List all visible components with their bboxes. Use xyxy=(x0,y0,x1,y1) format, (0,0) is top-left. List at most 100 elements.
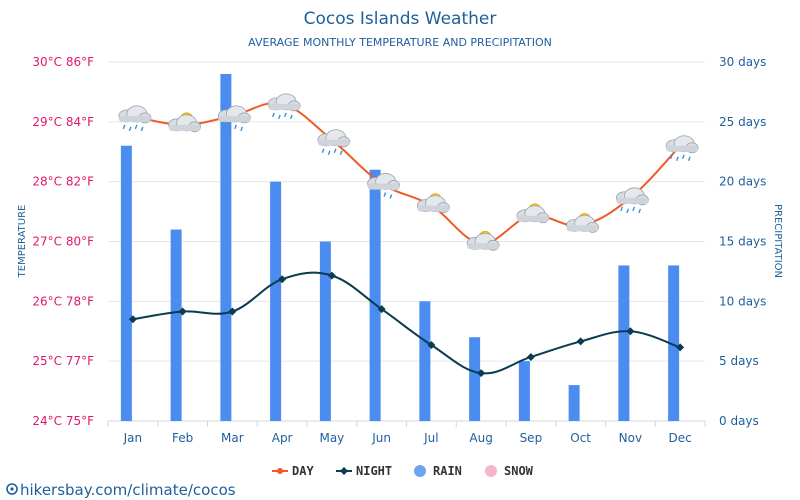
x-tick-label: Mar xyxy=(221,431,244,445)
night-line xyxy=(132,271,681,375)
left-tick-label: 27°C 80°F xyxy=(32,235,94,249)
legend-item-snow[interactable]: SNOW xyxy=(485,464,534,478)
raindrop xyxy=(333,148,337,154)
cloud-base xyxy=(467,243,500,250)
raindrop xyxy=(140,126,144,132)
sun-cloud-icon xyxy=(566,212,600,233)
night-point xyxy=(228,307,237,316)
left-tick-label: 28°C 82°F xyxy=(32,175,94,189)
rain-bar xyxy=(419,301,431,421)
left-tick-label: 26°C 78°F xyxy=(32,294,94,308)
rain-bar xyxy=(319,241,331,421)
raindrop xyxy=(321,148,325,154)
raindrop xyxy=(632,206,636,212)
location-pin-icon xyxy=(6,483,18,495)
x-tick-label: Feb xyxy=(172,431,193,445)
rain-bar xyxy=(568,385,580,421)
legend-swatch-rain xyxy=(414,465,426,477)
x-tick-label: Dec xyxy=(669,431,692,445)
legend-item-night[interactable]: NIGHT xyxy=(336,464,392,478)
rain-bar xyxy=(518,361,530,421)
legend-item-rain[interactable]: RAIN xyxy=(414,464,462,478)
rain-cloud-icon xyxy=(665,135,699,162)
left-tick-label: 29°C 84°F xyxy=(32,115,94,129)
right-axis-title: PRECIPITATION xyxy=(772,204,783,278)
rain-cloud-icon xyxy=(217,105,251,132)
cloud-base xyxy=(417,205,450,212)
chart-title: Cocos Islands Weather xyxy=(304,9,497,29)
night-point xyxy=(626,327,635,336)
left-tick-label: 24°C 75°F xyxy=(32,414,94,428)
chart-subtitle: AVERAGE MONTHLY TEMPERATURE AND PRECIPIT… xyxy=(248,36,552,49)
rain-bar xyxy=(220,73,232,421)
night-point xyxy=(327,271,336,280)
legend[interactable]: DAY NIGHT RAIN SNOW xyxy=(272,464,534,478)
night-point xyxy=(128,315,137,324)
right-tick-label: 5 days xyxy=(719,354,759,368)
raindrop xyxy=(289,114,293,120)
raindrop xyxy=(277,114,281,120)
raindrop xyxy=(681,154,685,160)
x-tick-label: Aug xyxy=(469,431,492,445)
x-tick-label: Nov xyxy=(619,431,642,445)
sun-cloud-icon xyxy=(516,203,550,224)
raindrop xyxy=(638,208,642,214)
rain-bar xyxy=(170,229,182,421)
rain-cloud-icon xyxy=(118,105,152,132)
raindrop xyxy=(222,124,226,130)
rain-bar xyxy=(618,265,630,421)
cloud-base xyxy=(566,225,599,232)
x-tick-label: Sep xyxy=(520,431,543,445)
raindrop xyxy=(339,150,343,156)
rain-cloud-icon xyxy=(615,187,649,214)
raindrop xyxy=(371,192,375,197)
night-point xyxy=(526,352,535,361)
raindrop xyxy=(383,192,387,197)
cloud-base xyxy=(367,183,400,190)
x-tick-label: Jul xyxy=(423,431,438,445)
x-tick-label: Apr xyxy=(272,431,293,445)
watermark-text: hikersbay.com/climate/cocos xyxy=(20,481,236,499)
rain-bar xyxy=(120,145,132,421)
rain-cloud-icon xyxy=(367,173,401,199)
raindrop xyxy=(122,124,126,130)
rain-bar xyxy=(369,169,381,421)
watermark[interactable]: hikersbay.com/climate/cocos xyxy=(6,481,236,499)
sun-cloud-icon xyxy=(416,193,450,214)
night-point xyxy=(676,343,685,352)
x-tick-label: Jun xyxy=(371,431,391,445)
sun-cloud-icon xyxy=(466,230,500,251)
right-tick-label: 30 days xyxy=(719,55,766,69)
raindrop xyxy=(271,112,275,118)
cloud-base xyxy=(516,215,549,222)
raindrop xyxy=(134,124,138,130)
left-tick-label: 25°C 77°F xyxy=(32,354,94,368)
night-point xyxy=(377,305,386,314)
night-point xyxy=(576,337,585,346)
raindrop xyxy=(620,206,624,212)
raindrop xyxy=(283,112,287,118)
legend-label: RAIN xyxy=(433,464,462,478)
weather-icons xyxy=(118,93,699,251)
raindrop xyxy=(687,156,691,162)
raindrop xyxy=(327,150,331,156)
cloud-base xyxy=(317,139,350,146)
axis-ticks: 24°C 75°F 25°C 77°F 26°C 78°F 27°C 80°F 28°C… xyxy=(32,55,766,445)
night-point xyxy=(427,341,436,350)
legend-item-day[interactable]: DAY xyxy=(272,464,314,478)
cloud-base xyxy=(168,124,201,131)
legend-label: DAY xyxy=(292,464,314,478)
left-tick-label: 30°C 86°F xyxy=(32,55,94,69)
raindrop xyxy=(675,156,679,162)
rain-bar xyxy=(668,265,680,421)
night-point xyxy=(477,369,486,378)
raindrop xyxy=(240,126,244,132)
x-tick-label: May xyxy=(319,431,344,445)
x-tick-label: Jan xyxy=(123,431,143,445)
night-point xyxy=(278,275,287,284)
sun-cloud-icon xyxy=(168,112,202,133)
legend-label: SNOW xyxy=(504,464,534,478)
day-line xyxy=(132,102,681,245)
rain-bars xyxy=(120,73,680,421)
